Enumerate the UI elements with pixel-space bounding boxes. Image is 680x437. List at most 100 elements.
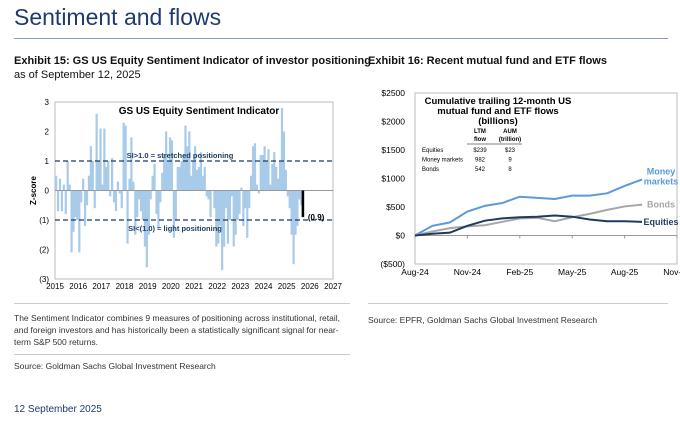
bar [255,184,259,191]
y-tick-label: (2) [39,246,49,255]
x-tick-label: May-25 [558,267,587,277]
bar [294,190,297,235]
report-date: 12 September 2025 [14,404,102,415]
bar [128,178,131,191]
bar [95,113,98,191]
bar [172,190,175,238]
bar [163,155,166,191]
bar [298,190,301,200]
bar [161,172,164,191]
bar [296,190,299,226]
bar [271,163,274,191]
x-tick-label: 2020 [162,282,180,291]
bar [78,190,81,253]
bar [234,190,237,235]
bar [130,137,133,191]
title-divider [14,38,668,39]
bar [141,190,145,220]
bar [215,190,218,247]
bar [174,190,177,220]
bar [149,190,152,200]
bar [203,166,206,191]
bar [286,190,289,197]
bar [213,190,216,209]
bar [103,128,106,191]
series-line-1 [414,203,643,237]
bar [186,146,189,191]
bar [58,178,62,191]
bar [300,190,303,206]
table-header: flow [474,137,486,143]
chart-title-line: mutual fund and ETF flows [437,106,558,117]
x-tick-label: 2025 [278,282,296,291]
bar [280,107,284,191]
exhibit-15-source: Source: Goldman Sachs Global Investment … [14,361,216,371]
bar [118,190,121,194]
bar [230,190,233,197]
series-label-line: markets [644,177,679,187]
table-header: AUM [503,129,517,135]
bar [170,140,174,191]
bar [62,184,65,191]
bar [134,190,137,235]
bar [240,187,243,191]
bar [217,190,220,244]
y-tick-label: $0 [396,231,406,241]
exhibit-16-title: Exhibit 16: Recent mutual fund and ETF f… [368,55,607,67]
table-cell: Bonds [422,167,439,173]
bar [80,190,83,203]
table-cell: 982 [475,158,486,164]
bar [132,181,135,191]
charts-svg: 3 2 1 0 (1) (2) (3)2015 2016 2017 2018 2019 2020 202… [29,88,680,291]
bar [221,190,224,271]
bar [91,161,94,191]
x-tick-label: 2017 [92,282,110,291]
bar [251,146,255,191]
bar [89,146,92,191]
bar [199,152,203,191]
y-tick-label: $1000 [381,174,405,184]
x-tick-label: 2023 [231,282,249,291]
bar [66,161,69,191]
bar [222,190,226,247]
chart-title-line: (billions) [478,116,518,127]
bar [116,181,120,191]
bar [265,161,268,191]
latest-value-label: (0.9) [308,213,325,222]
bar [139,190,143,212]
bar [101,184,104,191]
bar [126,190,129,244]
bar [153,163,156,191]
bar [242,190,245,226]
bar [151,175,154,191]
x-tick-label: 2021 [185,282,203,291]
bar [277,178,280,191]
page-title: Sentiment and flows [14,4,222,30]
bar [263,146,266,191]
bar [292,190,295,265]
reference-label: SI>1.0 = stretched positioning [127,151,234,160]
y-tick-label: 2 [45,128,50,137]
bar [182,155,185,191]
bar [145,190,148,268]
bar [124,125,127,191]
bar [246,190,249,238]
table-cell: $23 [505,148,516,154]
bar [201,175,204,191]
exhibit-15-title: Exhibit 15: GS US Equity Sentiment Indic… [14,55,371,67]
bar [114,190,118,212]
bar [194,146,197,191]
exhibit-16-source: Source: EPFR, Goldman Sachs Global Inves… [368,315,598,325]
table-header: LTM [474,129,486,135]
plot-frame [414,92,678,265]
bar [205,190,208,197]
bar [184,125,187,191]
bar [275,166,278,191]
bar [60,190,64,212]
bar [147,190,150,235]
bar [74,190,77,218]
bar [253,143,257,191]
y-tick-label: (1) [39,216,49,225]
x-tick-label: 2022 [208,282,226,291]
bar [224,190,228,209]
